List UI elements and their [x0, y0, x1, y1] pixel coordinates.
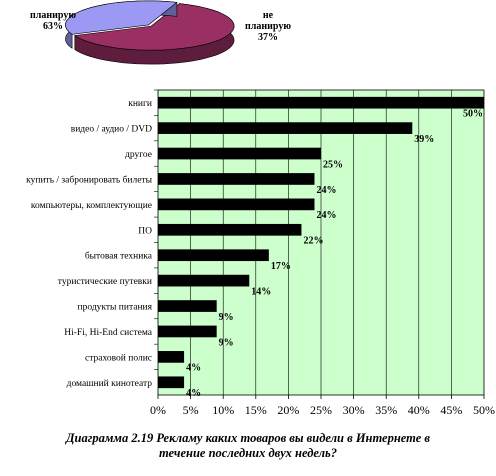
x-tick-label: 15% — [245, 403, 267, 417]
x-tick-label: 10% — [212, 403, 234, 417]
chart-caption: Диаграмма 2.19 Рекламу каких товаров вы … — [0, 431, 496, 461]
pie-label-planning-text: планирую — [30, 10, 76, 21]
bar — [158, 223, 302, 236]
data-label: 22% — [303, 236, 323, 247]
category-label: компьютеры, комплектующие — [31, 201, 152, 211]
data-label: 24% — [316, 210, 336, 221]
bar — [158, 122, 413, 134]
pie-label-planning-value: 63% — [43, 21, 63, 32]
pie-slice-top-1 — [65, 0, 178, 35]
bar-chart-svg: 0% 5% 10% 15% 20% 25% 30% 35% 40% 45% 50% книги 50% в… — [26, 89, 495, 417]
bar — [158, 147, 321, 160]
pie-label-not-planning-text: не планирую — [245, 10, 291, 32]
chart-caption-line2: течение последних двух недель? — [158, 446, 338, 460]
bar — [158, 249, 269, 262]
bar — [158, 274, 250, 287]
x-tick-label: 5% — [183, 403, 199, 417]
category-label: книги — [128, 99, 152, 109]
x-tick-label: 50% — [473, 403, 495, 417]
category-label: другое — [125, 150, 152, 160]
pie-slice-1 — [65, 0, 178, 49]
data-label: 4% — [186, 388, 201, 399]
data-label: 17% — [271, 261, 291, 272]
chart-caption-line1: Диаграмма 2.19 Рекламу каких товаров вы … — [66, 431, 430, 445]
pie-label-not-planning-value: 37% — [258, 32, 278, 43]
category-label: купить / забронировать билеты — [26, 174, 152, 185]
bar — [158, 300, 217, 312]
pie-label-planning: планирую 63% — [18, 10, 88, 32]
x-tick-label: 0% — [150, 403, 166, 417]
category-label: видео / аудио / DVD — [71, 125, 152, 135]
data-label: 25% — [323, 159, 343, 170]
data-label: 50% — [463, 109, 483, 120]
pie-slice-0 — [73, 3, 235, 65]
x-tick-label: 30% — [343, 403, 365, 417]
x-tick-label: 45% — [440, 403, 462, 417]
data-label: 4% — [186, 363, 201, 374]
category-label: страховой полис — [85, 352, 152, 363]
category-label: Hi-Fi, Hi-End система — [64, 328, 153, 338]
data-label: 24% — [316, 185, 336, 196]
bar — [158, 376, 185, 389]
pie-chart-svg — [65, 0, 235, 65]
x-tick-label: 20% — [277, 403, 299, 417]
data-label: 14% — [251, 286, 271, 297]
category-label: туристические путевки — [58, 277, 152, 287]
bar — [158, 198, 315, 211]
x-tick-label: 35% — [375, 403, 397, 417]
category-label: ПО — [138, 226, 152, 236]
data-label: 9% — [219, 312, 234, 323]
category-label: бытовая техника — [85, 251, 153, 262]
pie-chart: планирую 63% не планирую 37% — [0, 0, 300, 95]
bar — [158, 173, 315, 185]
bar — [158, 325, 217, 338]
pie-label-not-planning: не планирую 37% — [240, 10, 296, 43]
pie-slice-top-0 — [73, 3, 235, 51]
x-tick-label: 25% — [310, 403, 332, 417]
bar-chart: 0% 5% 10% 15% 20% 25% 30% 35% 40% 45% 50% книги 50% в… — [0, 85, 496, 425]
bar — [158, 351, 185, 363]
data-label: 9% — [219, 337, 234, 348]
x-tick-label: 40% — [408, 403, 430, 417]
bar — [158, 96, 484, 109]
category-label: домашний кинотеатр — [67, 378, 153, 389]
category-label: продукты питания — [78, 303, 153, 313]
data-label: 39% — [414, 134, 434, 145]
